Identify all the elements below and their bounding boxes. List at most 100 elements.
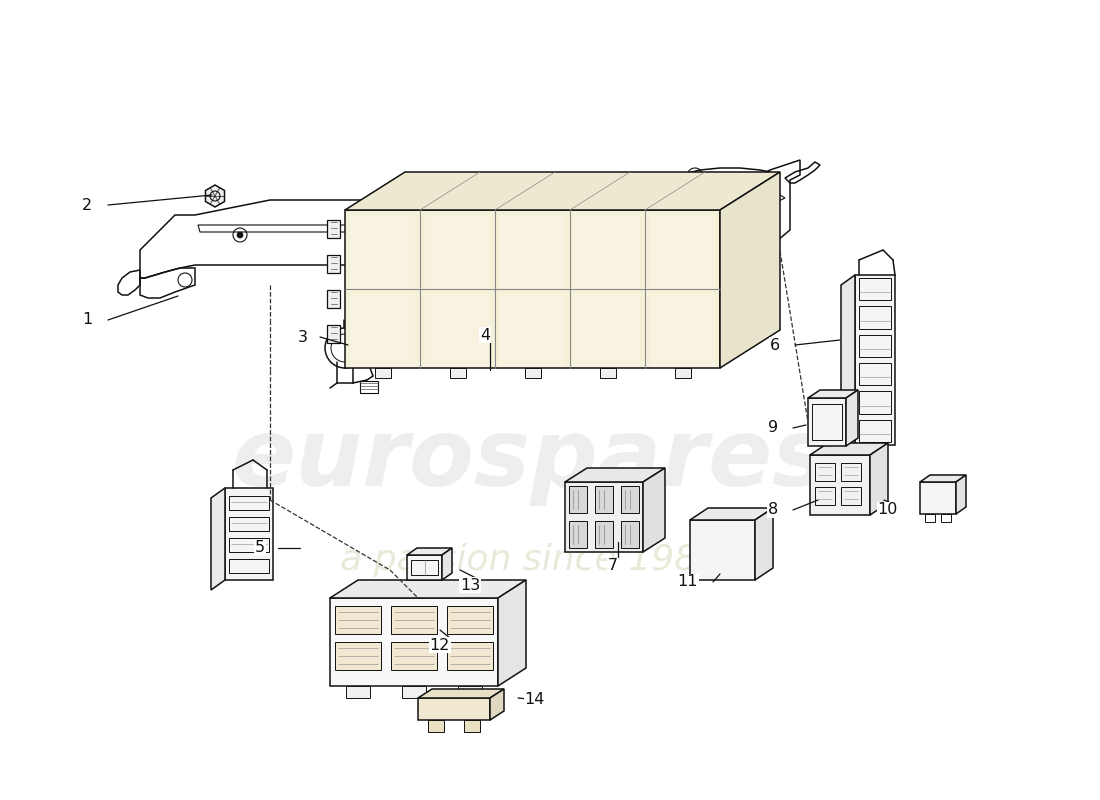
Bar bbox=[336, 606, 381, 634]
Bar bbox=[650, 294, 715, 367]
Polygon shape bbox=[846, 390, 858, 446]
Bar bbox=[229, 517, 270, 531]
Text: 6: 6 bbox=[770, 338, 780, 353]
Bar bbox=[350, 294, 415, 367]
Bar bbox=[925, 514, 935, 522]
Bar bbox=[859, 334, 891, 357]
Polygon shape bbox=[810, 455, 870, 515]
Polygon shape bbox=[345, 172, 780, 210]
Polygon shape bbox=[755, 508, 773, 580]
Bar bbox=[350, 215, 415, 288]
Bar bbox=[674, 368, 691, 378]
Bar bbox=[360, 381, 378, 393]
Bar bbox=[447, 642, 493, 670]
Bar bbox=[450, 368, 465, 378]
Polygon shape bbox=[327, 220, 340, 238]
Bar bbox=[621, 486, 639, 513]
Polygon shape bbox=[206, 185, 224, 207]
Polygon shape bbox=[407, 548, 452, 555]
Polygon shape bbox=[956, 475, 966, 514]
Bar bbox=[812, 404, 842, 440]
Polygon shape bbox=[345, 210, 720, 368]
Bar bbox=[569, 521, 587, 548]
Bar bbox=[815, 463, 835, 481]
Polygon shape bbox=[407, 555, 442, 580]
Text: eurospares: eurospares bbox=[231, 414, 828, 506]
Text: 8: 8 bbox=[768, 502, 778, 518]
Bar bbox=[425, 294, 490, 367]
Bar bbox=[425, 215, 490, 288]
Bar bbox=[595, 521, 613, 548]
Bar bbox=[859, 306, 891, 329]
Text: a passion since 1985: a passion since 1985 bbox=[340, 543, 720, 577]
Bar bbox=[575, 294, 640, 367]
Polygon shape bbox=[490, 689, 504, 720]
Circle shape bbox=[236, 232, 243, 238]
Bar bbox=[815, 487, 835, 505]
Bar bbox=[458, 686, 482, 698]
Bar bbox=[859, 420, 891, 442]
Text: 7: 7 bbox=[608, 558, 618, 574]
Text: 2: 2 bbox=[81, 198, 92, 213]
Bar bbox=[842, 463, 861, 481]
Bar bbox=[346, 686, 370, 698]
Bar bbox=[464, 720, 480, 732]
Polygon shape bbox=[808, 390, 858, 398]
Bar bbox=[411, 560, 438, 575]
Bar bbox=[859, 363, 891, 386]
Bar bbox=[500, 294, 565, 367]
Bar bbox=[336, 642, 381, 670]
Polygon shape bbox=[442, 548, 452, 580]
Polygon shape bbox=[690, 508, 773, 520]
Bar bbox=[525, 368, 540, 378]
Polygon shape bbox=[720, 172, 780, 368]
Bar bbox=[595, 486, 613, 513]
Polygon shape bbox=[565, 482, 643, 552]
Bar bbox=[621, 521, 639, 548]
Polygon shape bbox=[690, 520, 755, 580]
Polygon shape bbox=[327, 290, 340, 308]
Bar bbox=[390, 642, 437, 670]
Polygon shape bbox=[211, 488, 226, 590]
Polygon shape bbox=[418, 689, 504, 698]
Polygon shape bbox=[920, 475, 966, 482]
Polygon shape bbox=[327, 255, 340, 273]
Bar bbox=[500, 215, 565, 288]
Bar bbox=[575, 215, 640, 288]
Bar bbox=[428, 720, 444, 732]
Text: 9: 9 bbox=[768, 421, 778, 435]
Polygon shape bbox=[565, 468, 666, 482]
Bar bbox=[374, 368, 390, 378]
Bar bbox=[842, 487, 861, 505]
Text: 1: 1 bbox=[81, 313, 92, 327]
Polygon shape bbox=[644, 468, 666, 552]
Polygon shape bbox=[330, 580, 526, 598]
Text: 14: 14 bbox=[525, 693, 544, 707]
Text: 3: 3 bbox=[298, 330, 308, 345]
Bar bbox=[859, 391, 891, 414]
Bar bbox=[402, 686, 426, 698]
Text: 5: 5 bbox=[255, 541, 265, 555]
Polygon shape bbox=[842, 275, 855, 455]
Bar bbox=[229, 496, 270, 510]
Polygon shape bbox=[810, 443, 888, 455]
Bar bbox=[650, 215, 715, 288]
Bar bbox=[447, 606, 493, 634]
Polygon shape bbox=[418, 698, 490, 720]
Bar bbox=[229, 538, 270, 552]
Bar bbox=[569, 486, 587, 513]
Text: 13: 13 bbox=[460, 578, 480, 593]
Text: 10: 10 bbox=[878, 502, 898, 518]
Text: 11: 11 bbox=[678, 574, 698, 590]
Text: 4: 4 bbox=[480, 327, 490, 342]
Polygon shape bbox=[920, 482, 956, 514]
Bar bbox=[600, 368, 616, 378]
Polygon shape bbox=[855, 275, 895, 445]
Bar bbox=[940, 514, 952, 522]
Polygon shape bbox=[498, 580, 526, 686]
Polygon shape bbox=[330, 598, 498, 686]
Bar bbox=[229, 559, 270, 573]
Bar bbox=[859, 278, 891, 300]
Polygon shape bbox=[870, 443, 888, 515]
Polygon shape bbox=[327, 325, 340, 343]
